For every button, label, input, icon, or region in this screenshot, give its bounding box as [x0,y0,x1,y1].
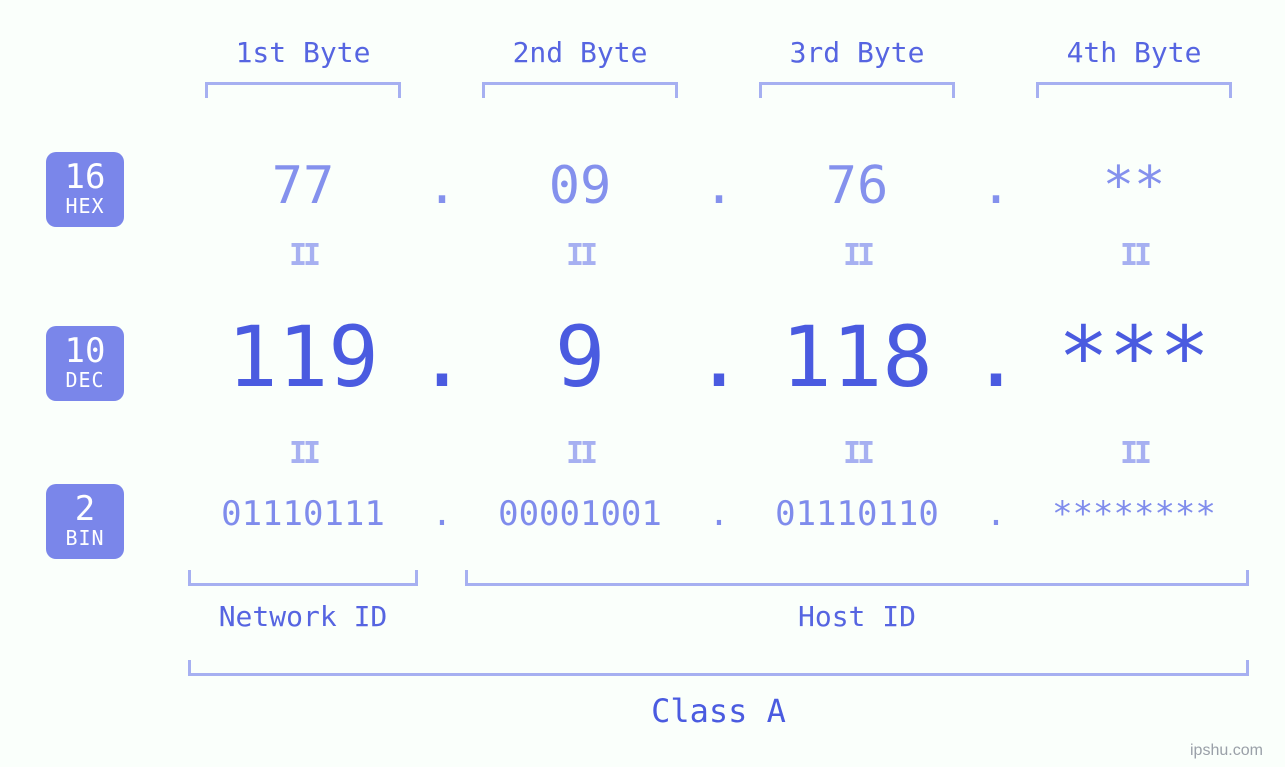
network-id-bracket [188,570,418,586]
dec-byte-3: 118 [742,308,972,406]
equals-2-1: II [188,436,418,471]
top-bracket-4 [1036,82,1232,98]
radix-badge-hex: 16 HEX [46,152,124,227]
byte-header-3: 3rd Byte [742,36,972,69]
byte-header-1: 1st Byte [188,36,418,69]
byte-header-4: 4th Byte [1019,36,1249,69]
class-bracket [188,660,1249,676]
dec-dot-1: . [412,308,472,406]
top-bracket-1 [205,82,401,98]
dec-byte-1: 119 [188,308,418,406]
radix-badge-dec-num: 10 [46,334,124,370]
host-id-label: Host ID [465,600,1249,633]
radix-badge-bin-num: 2 [46,492,124,528]
bin-dot-2: . [704,494,734,534]
top-bracket-3 [759,82,955,98]
bin-byte-2: 00001001 [455,494,705,534]
bin-dot-1: . [427,494,457,534]
equals-2-3: II [742,436,972,471]
watermark: ipshu.com [1190,742,1263,760]
equals-1-3: II [742,238,972,273]
hex-byte-2: 09 [465,156,695,216]
dec-dot-2: . [689,308,749,406]
radix-badge-hex-num: 16 [46,160,124,196]
radix-badge-hex-name: HEX [46,196,124,217]
hex-dot-1: . [422,156,462,216]
hex-dot-3: . [976,156,1016,216]
equals-2-2: II [465,436,695,471]
host-id-bracket [465,570,1249,586]
hex-byte-4: ** [1019,156,1249,216]
equals-1-4: II [1019,238,1249,273]
equals-1-2: II [465,238,695,273]
bin-byte-3: 01110110 [732,494,982,534]
dec-byte-2: 9 [465,308,695,406]
radix-badge-dec-name: DEC [46,370,124,391]
dec-byte-4: *** [1019,308,1249,406]
hex-byte-1: 77 [188,156,418,216]
hex-dot-2: . [699,156,739,216]
radix-badge-dec: 10 DEC [46,326,124,401]
bin-byte-4: ******** [1009,494,1259,534]
hex-byte-3: 76 [742,156,972,216]
byte-header-2: 2nd Byte [465,36,695,69]
top-bracket-2 [482,82,678,98]
equals-1-1: II [188,238,418,273]
radix-badge-bin-name: BIN [46,528,124,549]
bin-dot-3: . [981,494,1011,534]
dec-dot-3: . [966,308,1026,406]
class-label: Class A [188,692,1249,730]
bin-byte-1: 01110111 [178,494,428,534]
radix-badge-bin: 2 BIN [46,484,124,559]
equals-2-4: II [1019,436,1249,471]
network-id-label: Network ID [188,600,418,633]
